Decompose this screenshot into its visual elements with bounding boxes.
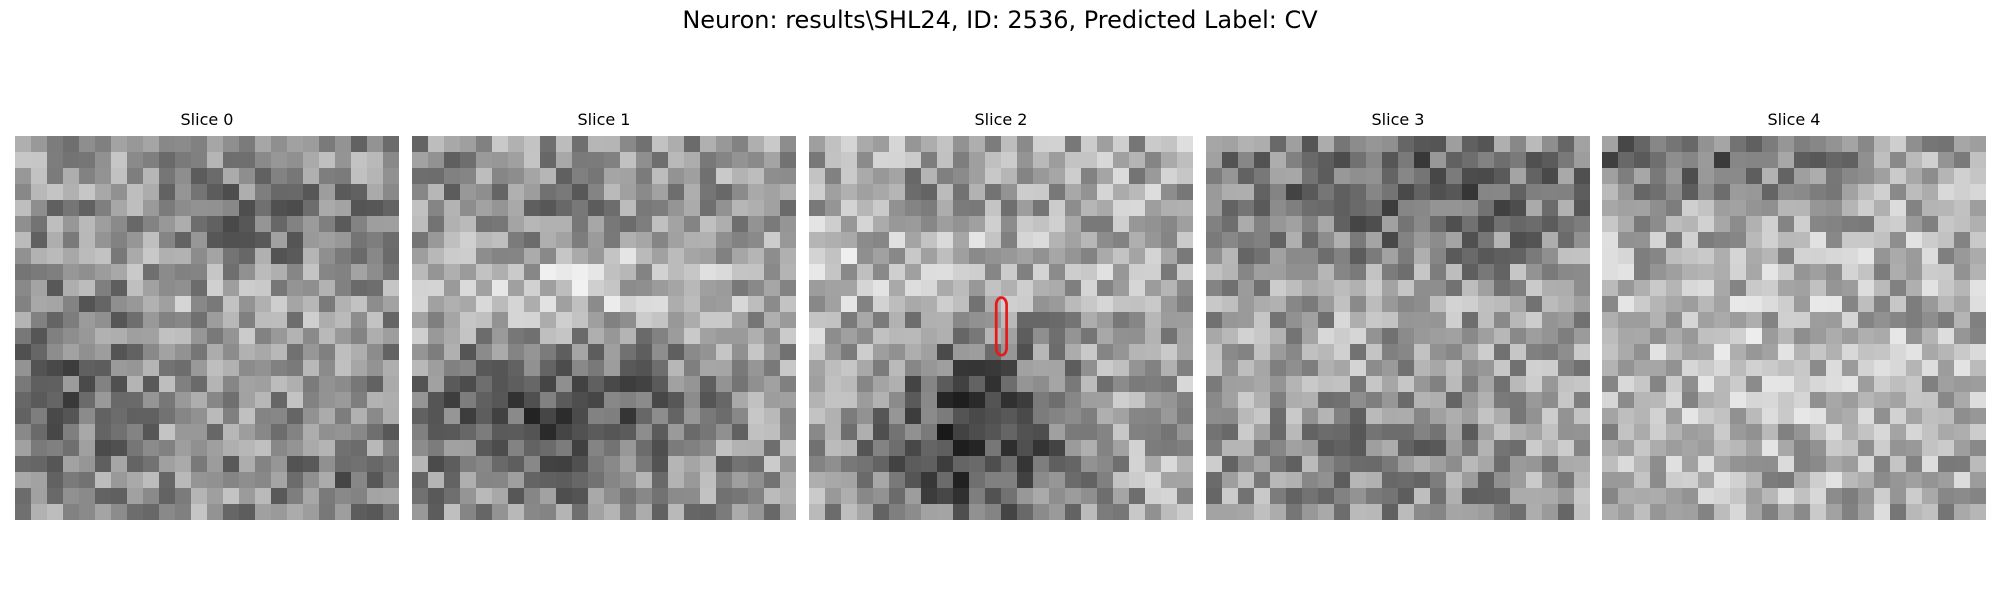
slice-title-1: Slice 1 <box>577 110 631 129</box>
slice-panel-2: Slice 2 <box>809 108 1193 520</box>
slice-panel-4: Slice 4 <box>1602 108 1986 520</box>
slice-image-0 <box>15 136 399 520</box>
slice-title-4: Slice 4 <box>1767 110 1821 129</box>
slice-image-4 <box>1602 136 1986 520</box>
slice-image-2 <box>809 136 1193 520</box>
slice-title-3: Slice 3 <box>1371 110 1425 129</box>
slice-title-0: Slice 0 <box>180 110 234 129</box>
slice-panel-3: Slice 3 <box>1206 108 1590 520</box>
roi-contour <box>994 296 1008 357</box>
slice-image-1 <box>412 136 796 520</box>
slice-image-3 <box>1206 136 1590 520</box>
slice-title-2: Slice 2 <box>974 110 1028 129</box>
slice-panel-0: Slice 0 <box>15 108 399 520</box>
slice-panel-1: Slice 1 <box>412 108 796 520</box>
figure-title: Neuron: results\SHL24, ID: 2536, Predict… <box>682 6 1318 34</box>
